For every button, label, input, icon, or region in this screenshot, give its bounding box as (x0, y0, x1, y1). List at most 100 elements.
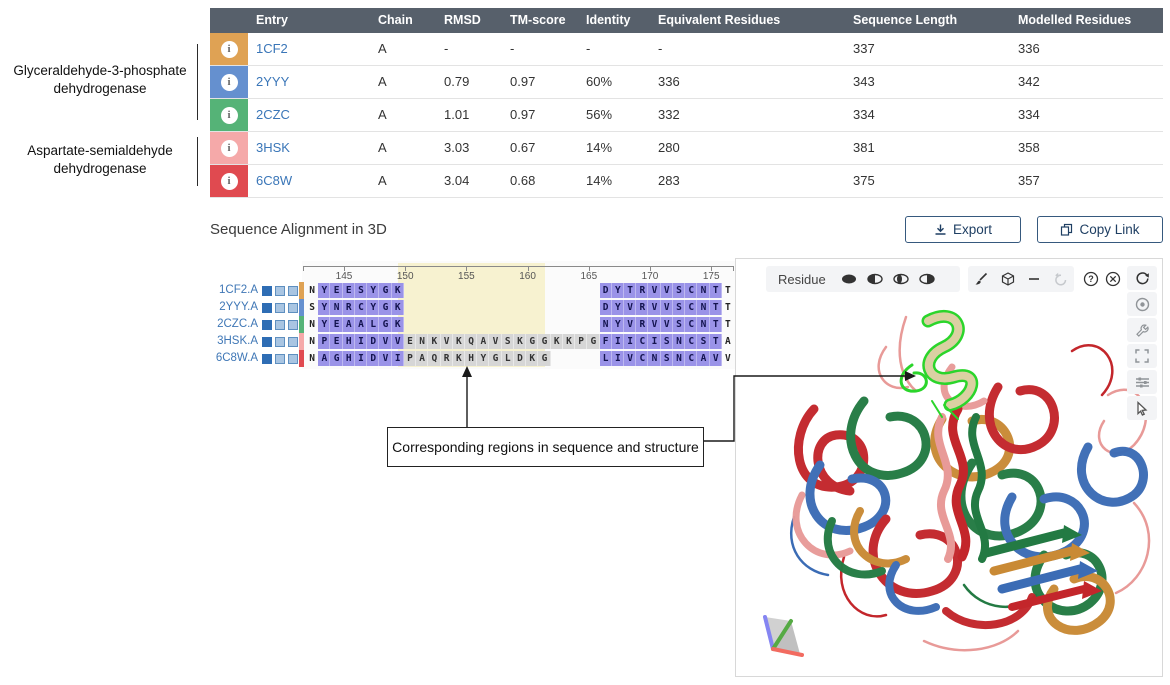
residue-cell[interactable]: N (697, 300, 710, 315)
residue-cell[interactable]: K (391, 317, 404, 332)
selection-middle-icon[interactable] (888, 266, 914, 292)
structure-viewer-3d[interactable]: Residue ? (735, 258, 1163, 677)
row-toggle-2[interactable] (275, 285, 285, 296)
residue-cell[interactable]: S (354, 283, 368, 298)
info-icon[interactable]: i (220, 139, 238, 157)
help-icon[interactable]: ? (1080, 266, 1102, 292)
residue-cell[interactable]: R (440, 351, 453, 366)
residue-cell[interactable]: D (599, 283, 612, 298)
controls-wrench-icon[interactable] (1127, 318, 1157, 342)
brush-icon[interactable] (968, 266, 994, 292)
residue-cell[interactable]: K (562, 334, 576, 349)
residue-cell[interactable]: T (725, 319, 731, 330)
residue-cell[interactable]: G (538, 334, 551, 349)
residue-cell[interactable]: K (428, 334, 441, 349)
residue-cell[interactable]: L (599, 351, 612, 366)
residue-cell[interactable]: C (685, 351, 698, 366)
residue-cell[interactable]: E (403, 334, 417, 349)
residue-cell[interactable]: N (697, 317, 710, 332)
residue-cell[interactable]: Y (477, 351, 490, 366)
residue-cell[interactable]: N (330, 300, 343, 315)
reset-camera-icon[interactable] (1127, 266, 1157, 290)
residue-cell[interactable]: V (623, 300, 637, 315)
residue-cell[interactable]: S (660, 334, 673, 349)
settings-sliders-icon[interactable] (1127, 370, 1157, 394)
close-icon[interactable] (1102, 266, 1124, 292)
residue-cell[interactable]: S (672, 317, 686, 332)
residue-cell[interactable]: V (489, 334, 502, 349)
residue-cell[interactable]: Y (611, 283, 624, 298)
selection-cursor-icon[interactable] (1127, 396, 1157, 420)
residue-cell[interactable]: I (623, 334, 637, 349)
sequence-row-label[interactable]: 2CZC.A (217, 318, 258, 330)
residue-cell[interactable]: V (648, 300, 661, 315)
residue-cell[interactable]: V (709, 351, 722, 366)
residue-cell[interactable]: V (440, 334, 453, 349)
residue-cell[interactable]: S (501, 334, 514, 349)
residue-cell[interactable]: S (309, 302, 315, 313)
residue-cell[interactable]: E (342, 283, 355, 298)
residue-cell[interactable]: N (672, 351, 686, 366)
export-button[interactable]: Export (905, 216, 1021, 243)
residue-cell[interactable]: Y (318, 283, 331, 298)
residue-cell[interactable]: G (538, 351, 551, 366)
residue-cell[interactable]: R (636, 317, 649, 332)
residue-cell[interactable]: N (309, 285, 315, 296)
residue-cell[interactable]: I (391, 351, 404, 366)
residue-cell[interactable]: S (697, 334, 710, 349)
row-toggle-3[interactable] (288, 285, 298, 296)
residue-cell[interactable]: Q (464, 334, 478, 349)
residue-cell[interactable]: A (318, 351, 331, 366)
row-toggle-1[interactable] (262, 285, 272, 296)
residue-cell[interactable]: V (725, 353, 731, 364)
residue-cell[interactable]: S (672, 300, 686, 315)
residue-cell[interactable]: S (672, 283, 686, 298)
undo-icon[interactable] (1048, 266, 1074, 292)
residue-cell[interactable]: P (575, 334, 588, 349)
residue-cell[interactable]: I (611, 334, 624, 349)
row-toggle-2[interactable] (275, 319, 285, 330)
residue-cell[interactable]: V (660, 283, 673, 298)
residue-cell[interactable]: G (587, 334, 600, 349)
residue-cell[interactable]: T (709, 334, 722, 349)
residue-cell[interactable]: R (636, 300, 649, 315)
screenshot-icon[interactable] (1127, 292, 1157, 316)
residue-cell[interactable]: E (330, 283, 343, 298)
residue-cell[interactable]: I (648, 334, 661, 349)
residue-cell[interactable]: K (550, 334, 563, 349)
residue-cell[interactable]: A (477, 334, 490, 349)
residue-cell[interactable]: C (636, 351, 649, 366)
residue-cell[interactable]: A (354, 317, 368, 332)
residue-cell[interactable]: K (452, 334, 465, 349)
theme-cube-icon[interactable] (995, 266, 1021, 292)
residue-cell[interactable]: N (672, 334, 686, 349)
subtract-icon[interactable] (1021, 266, 1047, 292)
protein-superposition-canvas[interactable] (736, 259, 1162, 676)
residue-cell[interactable]: N (309, 353, 315, 364)
residue-cell[interactable]: G (330, 351, 343, 366)
residue-cell[interactable]: C (636, 334, 649, 349)
residue-cell[interactable]: V (623, 351, 637, 366)
residue-cell[interactable]: G (379, 300, 392, 315)
residue-cell[interactable]: N (309, 319, 315, 330)
residue-cell[interactable]: N (416, 334, 429, 349)
residue-cell[interactable]: G (526, 334, 539, 349)
sequence-row-label[interactable]: 1CF2.A (219, 284, 258, 296)
residue-cell[interactable]: K (391, 300, 404, 315)
residue-cell[interactable]: D (367, 351, 380, 366)
residue-cell[interactable]: Y (367, 300, 380, 315)
row-toggle-1[interactable] (262, 319, 272, 330)
residue-cell[interactable]: K (513, 334, 527, 349)
residue-cell[interactable]: F (599, 334, 612, 349)
row-toggle-3[interactable] (288, 336, 298, 347)
residue-cell[interactable]: V (648, 317, 661, 332)
row-toggle-1[interactable] (262, 302, 272, 313)
residue-cell[interactable]: Y (611, 317, 624, 332)
info-icon[interactable]: i (220, 40, 238, 58)
residue-cell[interactable]: A (725, 336, 731, 347)
residue-cell[interactable]: V (379, 351, 392, 366)
residue-cell[interactable]: H (342, 351, 355, 366)
selection-whole-icon[interactable] (836, 266, 862, 292)
row-toggle-2[interactable] (275, 302, 285, 313)
entry-link-1cf2[interactable]: 1CF2 (256, 41, 288, 56)
